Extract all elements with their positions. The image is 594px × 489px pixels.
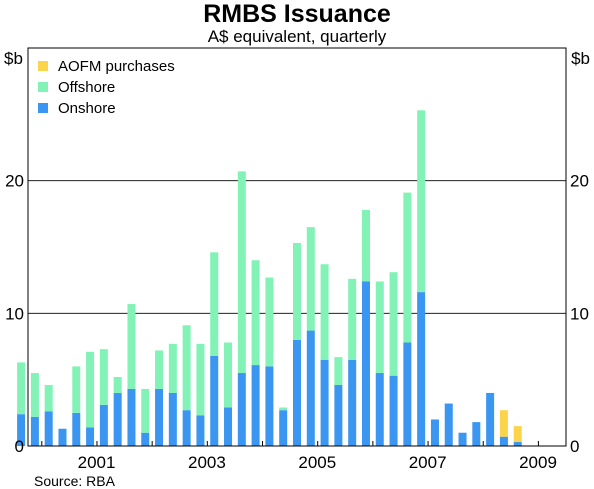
y-axis-unit-right: $b (571, 49, 590, 68)
chart-subtitle: A$ equivalent, quarterly (208, 27, 387, 46)
bar-offshore-2003Q3 (237, 171, 246, 374)
bar-onshore-2006Q2 (389, 375, 398, 446)
bar-offshore-2004Q2 (279, 407, 288, 411)
chart-title: RMBS Issuance (203, 0, 391, 28)
legend-label-onshore: Onshore (58, 100, 116, 117)
bar-onshore-2000Q2 (58, 428, 67, 446)
bar-onshore-2007Q3 (458, 432, 467, 446)
bar-onshore-2007Q2 (444, 403, 453, 446)
bar-onshore-1999Q4 (30, 416, 39, 446)
x-tick-label-2007: 2007 (409, 453, 447, 472)
bar-onshore-2005Q4 (361, 281, 370, 446)
bar-onshore-2008Q1 (486, 392, 495, 446)
bar-onshore-2002Q3 (182, 410, 191, 446)
bar-onshore-2001Q3 (127, 388, 136, 446)
bar-offshore-2006Q4 (417, 110, 426, 293)
legend-label-aofm-purchases: AOFM purchases (58, 58, 175, 75)
y-tick-right-0: 0 (570, 437, 579, 456)
bar-offshore-2002Q2 (168, 343, 177, 393)
legend-swatch-aofm-purchases (38, 61, 48, 71)
bar-offshore-2004Q4 (306, 227, 315, 331)
bar-offshore-2000Q3 (72, 366, 81, 413)
bar-onshore-2004Q1 (265, 366, 274, 446)
bar-onshore-2003Q4 (251, 365, 260, 446)
bar-offshore-2006Q2 (389, 272, 398, 376)
bar-offshore-2003Q4 (251, 260, 260, 366)
bar-onshore-2004Q3 (292, 339, 302, 446)
bar-offshore-2005Q1 (320, 264, 329, 360)
bar-onshore-2001Q1 (99, 404, 108, 446)
bar-offshore-2002Q3 (182, 325, 191, 411)
x-tick-label-2005: 2005 (298, 453, 336, 472)
bar-onshore-2004Q2 (279, 410, 288, 446)
y-tick-right-20: 20 (570, 172, 589, 191)
bar-aofm-purchases-2008Q3 (513, 426, 522, 443)
bar-onshore-2005Q2 (334, 384, 343, 446)
bar-onshore-2008Q3 (513, 442, 522, 446)
bar-aofm-purchases-2008Q2 (499, 410, 508, 437)
bar-offshore-1999Q4 (30, 373, 39, 417)
bar-onshore-2002Q4 (196, 415, 205, 446)
bar-offshore-2003Q2 (224, 342, 233, 408)
plot-frame (27, 47, 567, 447)
bar-onshore-2004Q4 (306, 330, 315, 446)
bar-offshore-2002Q4 (196, 343, 205, 416)
bar-onshore-2003Q1 (210, 355, 219, 446)
bar-onshore-2008Q2 (499, 436, 508, 446)
bar-offshore-2004Q3 (292, 243, 302, 340)
bar-onshore-2006Q1 (375, 373, 384, 446)
bar-offshore-1999Q3 (17, 362, 26, 415)
bar-onshore-2000Q4 (86, 427, 95, 446)
legend-label-offshore: Offshore (58, 79, 115, 96)
y-tick-left-10: 10 (5, 304, 24, 323)
bar-offshore-2004Q1 (265, 277, 274, 367)
y-tick-left-0: 0 (15, 437, 24, 456)
bar-onshore-2000Q3 (72, 412, 81, 446)
bar-onshore-2001Q2 (113, 392, 122, 446)
bar-onshore-2006Q4 (417, 292, 426, 446)
y-axis-unit-left: $b (4, 49, 23, 68)
bar-offshore-2005Q4 (361, 209, 370, 282)
bar-onshore-2006Q3 (403, 342, 412, 446)
bar-offshore-2000Q1 (44, 384, 53, 412)
bar-onshore-2007Q1 (430, 419, 439, 446)
y-tick-left-20: 20 (5, 172, 24, 191)
bar-offshore-2001Q4 (141, 388, 150, 433)
bar-onshore-2007Q4 (472, 422, 481, 446)
bar-offshore-2005Q3 (348, 278, 357, 360)
bars-group (17, 110, 522, 446)
bar-onshore-2002Q2 (168, 392, 177, 446)
bar-onshore-2002Q1 (155, 388, 164, 446)
x-tick-label-2009: 2009 (519, 453, 557, 472)
bar-offshore-2001Q1 (99, 349, 108, 405)
legend-swatch-offshore (38, 82, 48, 92)
bar-onshore-2005Q3 (348, 359, 357, 446)
legend-swatch-onshore (38, 103, 48, 113)
bar-offshore-2006Q3 (403, 192, 412, 343)
bar-onshore-1999Q3 (17, 414, 26, 446)
bar-onshore-2003Q2 (224, 407, 233, 446)
legend: AOFM purchases Offshore Onshore (38, 58, 175, 117)
x-tick-label-2001: 2001 (78, 453, 116, 472)
source-note: Source: RBA (34, 473, 116, 489)
x-tick-label-2003: 2003 (188, 453, 226, 472)
bar-offshore-2003Q1 (210, 252, 219, 356)
bar-onshore-2001Q4 (141, 432, 150, 446)
bar-offshore-2005Q2 (334, 357, 343, 385)
y-tick-right-10: 10 (570, 304, 589, 323)
axes: 0 0 10 10 20 20 2001 2003 2005 2007 2009 (5, 172, 589, 472)
bar-onshore-2000Q1 (44, 411, 53, 446)
bar-offshore-2001Q3 (127, 304, 136, 389)
bar-onshore-2005Q1 (320, 359, 329, 446)
bar-offshore-2001Q2 (113, 377, 122, 393)
bar-offshore-2002Q1 (155, 350, 164, 389)
bar-onshore-2003Q3 (237, 373, 246, 446)
bar-offshore-2000Q4 (86, 351, 95, 428)
bar-offshore-2006Q1 (375, 281, 384, 374)
